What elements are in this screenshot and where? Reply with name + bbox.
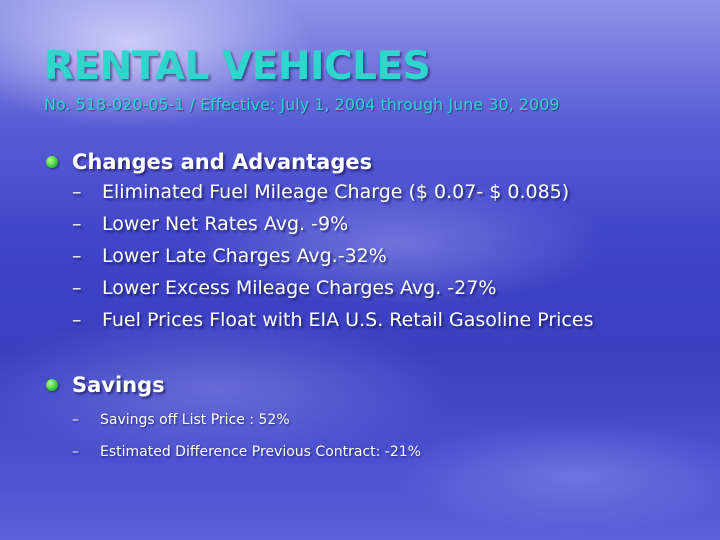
sub-bullet-item: – Estimated Difference Previous Contract… <box>46 443 421 461</box>
dash-icon: – <box>72 181 82 203</box>
section-heading: Changes and Advantages <box>72 150 373 174</box>
sub-bullet-item: – Lower Net Rates Avg. -9% <box>46 208 593 240</box>
section-changes-and-advantages: Changes and Advantages – Eliminated Fuel… <box>46 150 593 336</box>
sub-bullet-text: Lower Net Rates Avg. -9% <box>102 213 349 235</box>
dash-icon: – <box>72 277 82 299</box>
sub-bullet-list: – Eliminated Fuel Mileage Charge ($ 0.07… <box>46 176 593 336</box>
sub-bullet-item: – Savings off List Price : 52% <box>46 411 421 429</box>
section-heading-row: Savings <box>46 373 421 397</box>
sub-bullet-text: Lower Late Charges Avg.-32% <box>102 245 387 267</box>
sub-bullet-text: Lower Excess Mileage Charges Avg. -27% <box>102 277 497 299</box>
section-heading-row: Changes and Advantages <box>46 150 593 174</box>
sub-bullet-text: Eliminated Fuel Mileage Charge ($ 0.07- … <box>102 181 570 203</box>
sub-bullet-text: Savings off List Price : 52% <box>100 412 290 428</box>
dash-icon: – <box>72 412 79 428</box>
sub-bullet-text: Estimated Difference Previous Contract: … <box>100 444 421 460</box>
dash-icon: – <box>72 444 79 460</box>
sub-bullet-item: – Eliminated Fuel Mileage Charge ($ 0.07… <box>46 176 593 208</box>
slide-title: RENTAL VEHICLES <box>44 44 431 89</box>
dash-icon: – <box>72 245 82 267</box>
section-heading: Savings <box>72 373 165 397</box>
sub-bullet-item: – Fuel Prices Float with EIA U.S. Retail… <box>46 304 593 336</box>
sub-bullet-item: – Lower Excess Mileage Charges Avg. -27% <box>46 272 593 304</box>
dash-icon: – <box>72 213 82 235</box>
bullet-icon <box>46 379 58 391</box>
dash-icon: – <box>72 309 82 331</box>
slide-subtitle: No. 518-020-05-1 / Effective: July 1, 20… <box>44 95 560 114</box>
bullet-icon <box>46 156 58 168</box>
sub-bullet-item: – Lower Late Charges Avg.-32% <box>46 240 593 272</box>
sub-bullet-text: Fuel Prices Float with EIA U.S. Retail G… <box>102 309 594 331</box>
sub-bullet-list: – Savings off List Price : 52% – Estimat… <box>46 411 421 461</box>
section-savings: Savings – Savings off List Price : 52% –… <box>46 373 421 475</box>
